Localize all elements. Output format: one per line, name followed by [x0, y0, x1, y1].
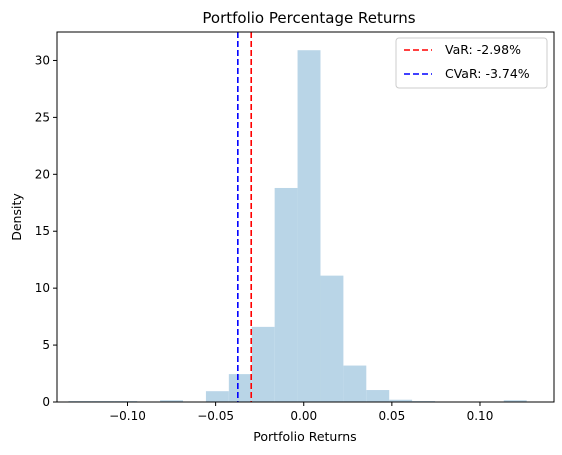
- y-tick-label: 0: [42, 395, 50, 409]
- x-tick-label: −0.10: [109, 409, 146, 423]
- legend: VaR: -2.98% CVaR: -3.74%: [395, 37, 548, 89]
- histogram-bar: [228, 374, 252, 402]
- y-tick-label: 25: [35, 110, 50, 124]
- x-tick-label: 0.05: [378, 409, 405, 423]
- y-tick-label: 15: [35, 224, 50, 238]
- x-axis-label: Portfolio Returns: [253, 429, 356, 444]
- y-tick-label: 20: [35, 167, 50, 181]
- histogram-bar: [503, 400, 527, 402]
- legend-cvar-label: CVaR: -3.74%: [445, 66, 530, 81]
- legend-var-label: VaR: -2.98%: [445, 42, 521, 57]
- histogram-bar: [389, 399, 413, 402]
- y-tick-label: 5: [42, 338, 50, 352]
- x-tick-label: 0.00: [290, 409, 317, 423]
- histogram-bar: [343, 365, 367, 402]
- histogram-bar: [251, 326, 275, 402]
- histogram-bar: [366, 390, 390, 402]
- histogram-bar: [205, 391, 229, 402]
- plot-frame: [56, 31, 555, 403]
- y-tick-label: 30: [35, 53, 50, 67]
- histogram-bar: [297, 50, 321, 402]
- histogram-bars: [68, 50, 527, 402]
- risk-lines: [237, 32, 253, 402]
- chart-title: Portfolio Percentage Returns: [202, 9, 415, 27]
- legend-box: [395, 37, 548, 89]
- x-axis-ticks: −0.10 −0.05 0.00 0.05 0.10: [109, 402, 493, 423]
- histogram-bar: [274, 187, 298, 402]
- y-tick-label: 10: [35, 281, 50, 295]
- y-axis-ticks: 0 5 10 15 20 25 30: [35, 53, 57, 409]
- x-tick-label: 0.10: [467, 409, 494, 423]
- x-tick-label: −0.05: [197, 409, 234, 423]
- histogram-bar: [320, 275, 344, 402]
- y-axis-label: Density: [9, 193, 24, 241]
- histogram-bar: [160, 400, 184, 402]
